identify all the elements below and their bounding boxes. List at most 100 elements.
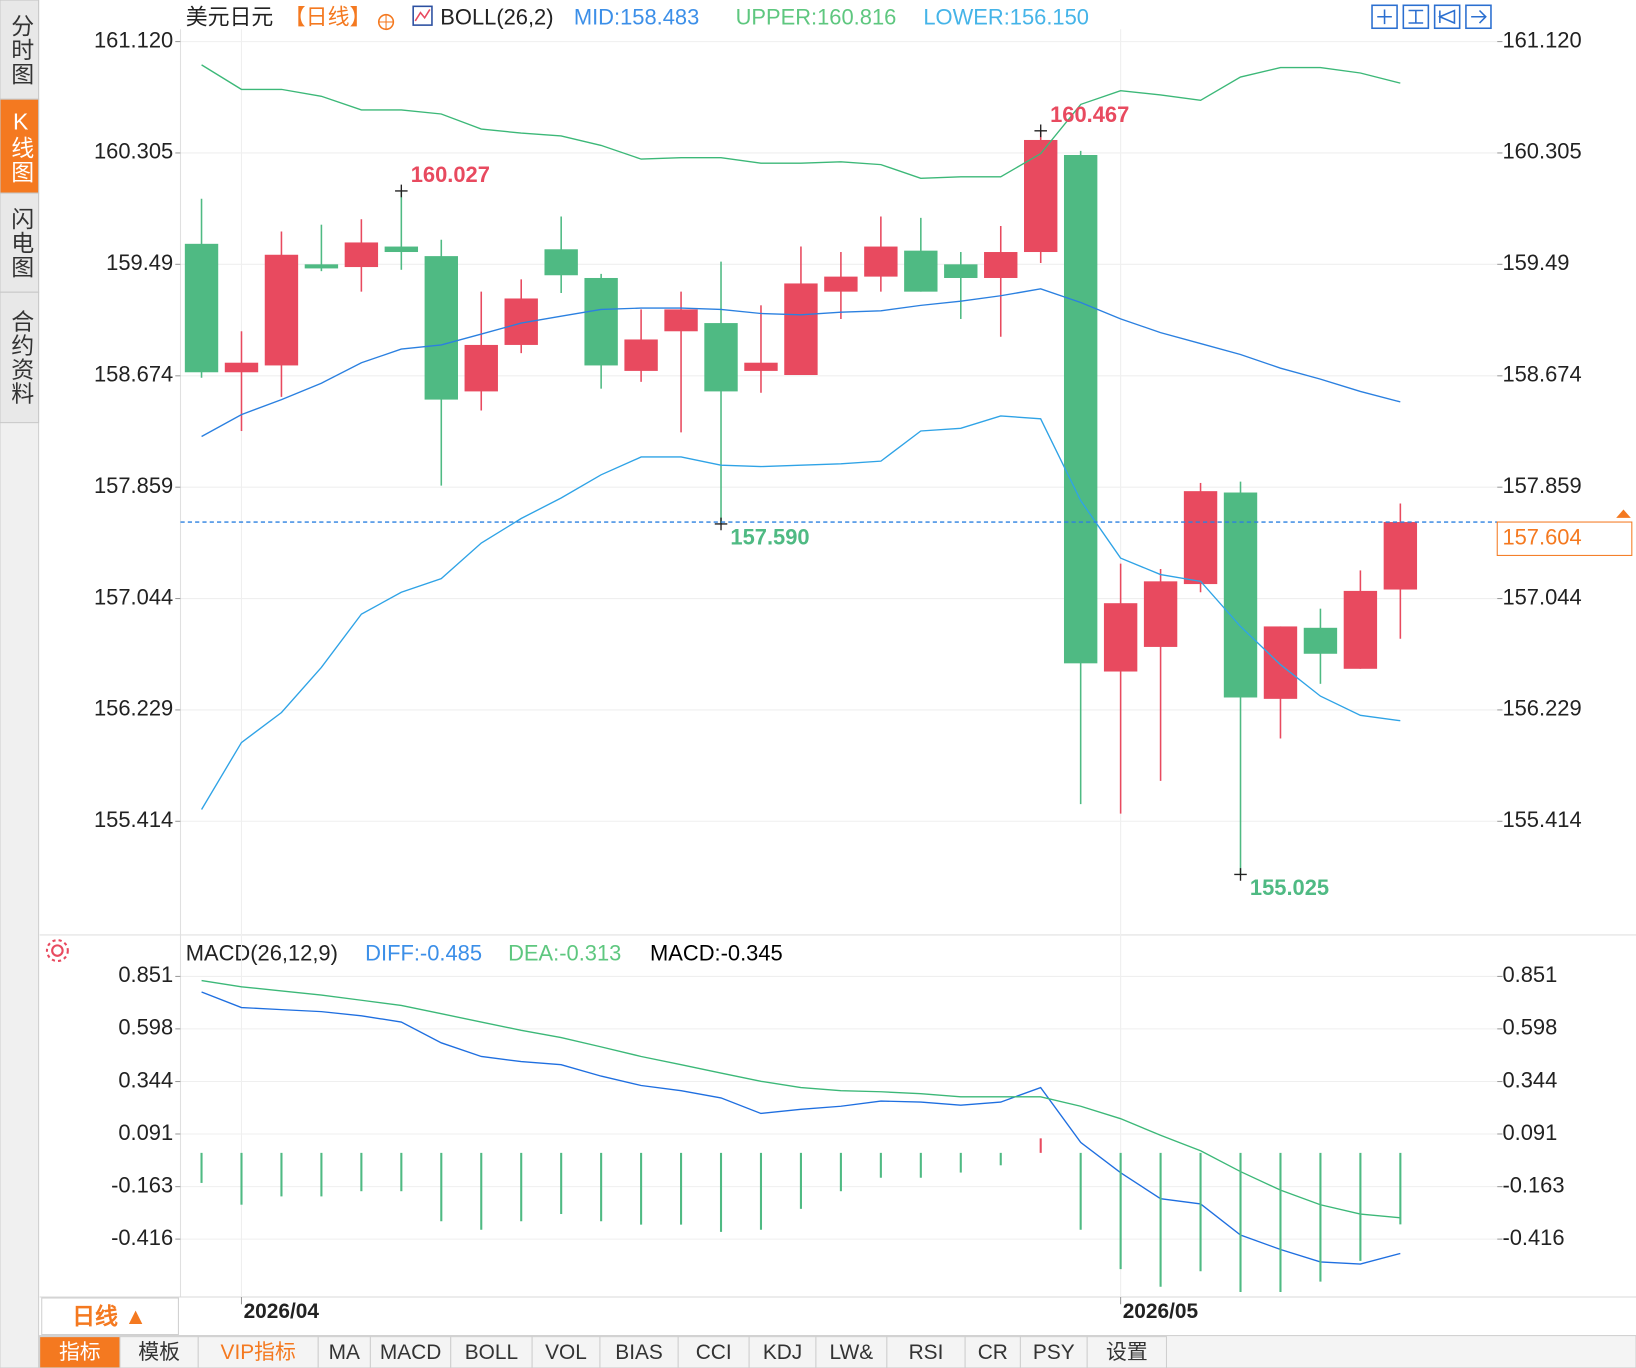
side-tab[interactable] bbox=[0, 98, 40, 194]
candle-body bbox=[664, 309, 698, 332]
legend-entry: DIFF:-0.485 bbox=[365, 941, 482, 966]
boll-line bbox=[201, 288, 1401, 438]
bottom-tab-label[interactable]: LW& bbox=[830, 1341, 874, 1364]
y-tick-label: 0.851 bbox=[118, 962, 173, 987]
bottom-tab[interactable] bbox=[964, 1336, 1021, 1368]
candle-body bbox=[344, 242, 379, 268]
candle-body bbox=[1063, 155, 1098, 664]
last-price-box bbox=[1496, 521, 1633, 556]
extreme-marker bbox=[395, 184, 408, 198]
bottom-tab[interactable] bbox=[748, 1336, 817, 1368]
period-button-box bbox=[41, 1297, 179, 1336]
side-tab-label[interactable]: 分时图 bbox=[8, 14, 34, 86]
extreme-label: 155.025 bbox=[1250, 875, 1329, 900]
side-tab-label[interactable]: K线图 bbox=[8, 109, 34, 184]
bottom-tab-label[interactable]: BOLL bbox=[465, 1341, 518, 1364]
bottom-tab-label[interactable]: VIP指标 bbox=[221, 1341, 296, 1364]
y-tick-label: 157.044 bbox=[94, 584, 173, 609]
bottom-tab-label[interactable]: RSI bbox=[909, 1341, 944, 1364]
boll-line bbox=[200, 415, 1401, 810]
bottom-tab[interactable] bbox=[119, 1336, 199, 1368]
y2-tick-label: 157.044 bbox=[1502, 584, 1581, 609]
period-button[interactable]: 日线 ▲ bbox=[72, 1303, 147, 1329]
candle-body bbox=[1183, 491, 1218, 585]
y2-tick-label: 161.120 bbox=[1502, 27, 1581, 52]
indicator-icon bbox=[414, 9, 431, 22]
bottom-tab-label[interactable]: 指标 bbox=[59, 1341, 101, 1364]
instrument-title: 美元日元 bbox=[186, 5, 274, 30]
bottom-tab-label[interactable]: CR bbox=[978, 1341, 1008, 1364]
legend-entry: MID:158.483 bbox=[574, 5, 699, 30]
y-tick-label: 160.305 bbox=[94, 139, 173, 164]
y2-tick-label: 159.49 bbox=[1502, 250, 1569, 275]
bottom-tab-label[interactable]: BIAS bbox=[615, 1341, 663, 1364]
period-label[interactable]: 【日线】 bbox=[284, 5, 372, 30]
settings-icon[interactable] bbox=[45, 939, 69, 963]
candle-body bbox=[304, 264, 339, 269]
last-price-arrow bbox=[1616, 509, 1631, 518]
candle-body bbox=[1223, 492, 1258, 698]
candle-body bbox=[584, 277, 618, 366]
candle-body bbox=[184, 243, 219, 373]
bottom-tab-label[interactable]: 模板 bbox=[138, 1341, 180, 1364]
y2-tick-label: 158.674 bbox=[1502, 362, 1581, 387]
y-tick-label: 156.229 bbox=[94, 696, 173, 721]
y2-tick-label: 0.091 bbox=[1502, 1120, 1557, 1145]
bottom-tab-label[interactable]: CCI bbox=[696, 1341, 732, 1364]
candle-body bbox=[1103, 603, 1138, 672]
y-tick-label: 159.49 bbox=[106, 250, 173, 275]
y2-tick-label: 0.598 bbox=[1502, 1015, 1557, 1040]
candle-body bbox=[744, 362, 778, 371]
legend-entry: LOWER:156.150 bbox=[923, 5, 1089, 30]
candle-body bbox=[704, 323, 738, 392]
y-tick-label: 157.859 bbox=[94, 473, 173, 498]
side-tab-label[interactable]: 闪电图 bbox=[8, 207, 34, 279]
bottom-tab[interactable] bbox=[1086, 1336, 1168, 1368]
bottom-tab[interactable] bbox=[1019, 1336, 1088, 1368]
candle-body bbox=[1303, 627, 1338, 654]
bottom-tab-label[interactable]: MACD bbox=[380, 1341, 441, 1364]
bottom-tab[interactable] bbox=[599, 1336, 679, 1368]
candle-body bbox=[264, 254, 299, 366]
extreme-label: 160.027 bbox=[411, 162, 490, 187]
x-tick-label: 2026/04 bbox=[244, 1300, 320, 1323]
candle-body bbox=[224, 362, 259, 373]
settings-icon bbox=[51, 944, 64, 957]
bottom-tab-label[interactable]: 设置 bbox=[1106, 1341, 1148, 1364]
bottom-tab-label[interactable]: MA bbox=[329, 1341, 360, 1364]
y-tick-label: 158.674 bbox=[94, 362, 173, 387]
extreme-marker bbox=[1234, 868, 1247, 881]
candle-body bbox=[784, 283, 818, 376]
side-tab[interactable] bbox=[0, 0, 40, 100]
extreme-marker bbox=[1034, 124, 1047, 138]
y-tick-label: -0.163 bbox=[111, 1172, 173, 1197]
bottom-tab-label[interactable]: VOL bbox=[545, 1341, 587, 1364]
y2-tick-label: 160.305 bbox=[1502, 139, 1581, 164]
macd-title: MACD(26,12,9) bbox=[186, 941, 338, 966]
bottom-tab-label[interactable]: KDJ bbox=[763, 1341, 802, 1364]
candle-body bbox=[384, 246, 419, 253]
candle-body bbox=[984, 252, 1018, 278]
candle-body bbox=[1343, 590, 1378, 669]
side-tab-label[interactable]: 合约资料 bbox=[8, 309, 34, 405]
candle-body bbox=[624, 339, 658, 371]
extreme-label: 157.590 bbox=[730, 524, 809, 549]
side-tab[interactable] bbox=[0, 291, 40, 424]
bottom-tab[interactable] bbox=[886, 1336, 966, 1368]
bottom-tab[interactable] bbox=[450, 1336, 533, 1368]
legend-entry: UPPER:160.816 bbox=[736, 5, 897, 30]
y2-tick-label: 0.344 bbox=[1502, 1067, 1557, 1092]
side-tab[interactable] bbox=[0, 192, 40, 293]
y-tick-label: 0.598 bbox=[118, 1015, 173, 1040]
bottom-tab-label[interactable]: PSY bbox=[1033, 1341, 1075, 1364]
y-tick-label: 0.091 bbox=[118, 1120, 173, 1145]
tool-icon-glyph bbox=[1377, 9, 1487, 25]
y2-tick-label: -0.416 bbox=[1502, 1225, 1564, 1250]
y-tick-label: -0.416 bbox=[111, 1225, 173, 1250]
bottom-tab[interactable] bbox=[531, 1336, 601, 1368]
y2-tick-label: 0.851 bbox=[1502, 962, 1557, 987]
candle-body bbox=[1143, 581, 1178, 647]
candle-body bbox=[544, 249, 578, 276]
